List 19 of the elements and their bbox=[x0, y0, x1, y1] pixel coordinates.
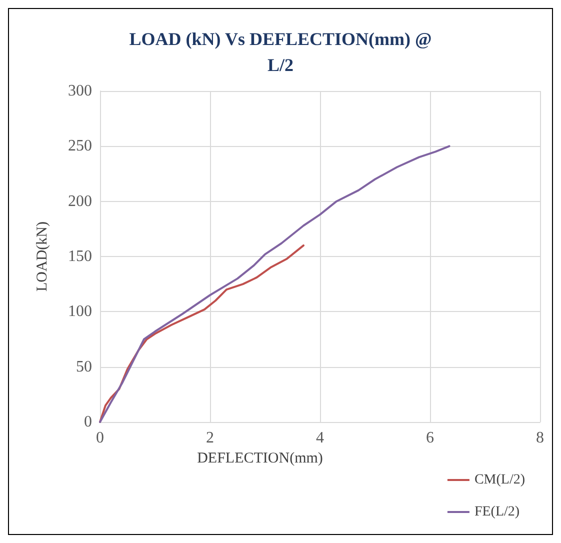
y-tick-label: 100 bbox=[68, 303, 92, 320]
legend-label: FE(L/2) bbox=[474, 504, 520, 520]
y-tick-label: 250 bbox=[68, 138, 92, 155]
x-tick-label: 0 bbox=[96, 430, 104, 446]
x-tick-label: 6 bbox=[426, 430, 434, 446]
x-tick-label: 2 bbox=[206, 430, 214, 446]
y-tick-label: 50 bbox=[76, 358, 92, 376]
x-tick-label: 8 bbox=[536, 430, 544, 446]
legend-label: CM(L/2) bbox=[474, 472, 526, 488]
line-series bbox=[99, 244, 304, 423]
chart-title: LOAD (kN) Vs DEFLECTION(mm) @ L/2 bbox=[129, 29, 432, 75]
y-tick-label: 150 bbox=[68, 248, 92, 265]
y-tick-label: 0 bbox=[84, 414, 92, 430]
x-axis-title: DEFLECTION(mm) bbox=[197, 450, 323, 466]
line-series bbox=[99, 145, 450, 423]
y-axis-title: LOAD(kN) bbox=[34, 222, 50, 292]
y-tick-label: 300 bbox=[68, 82, 92, 100]
x-tick-label: 4 bbox=[316, 430, 324, 446]
y-tick-label: 200 bbox=[68, 192, 92, 210]
